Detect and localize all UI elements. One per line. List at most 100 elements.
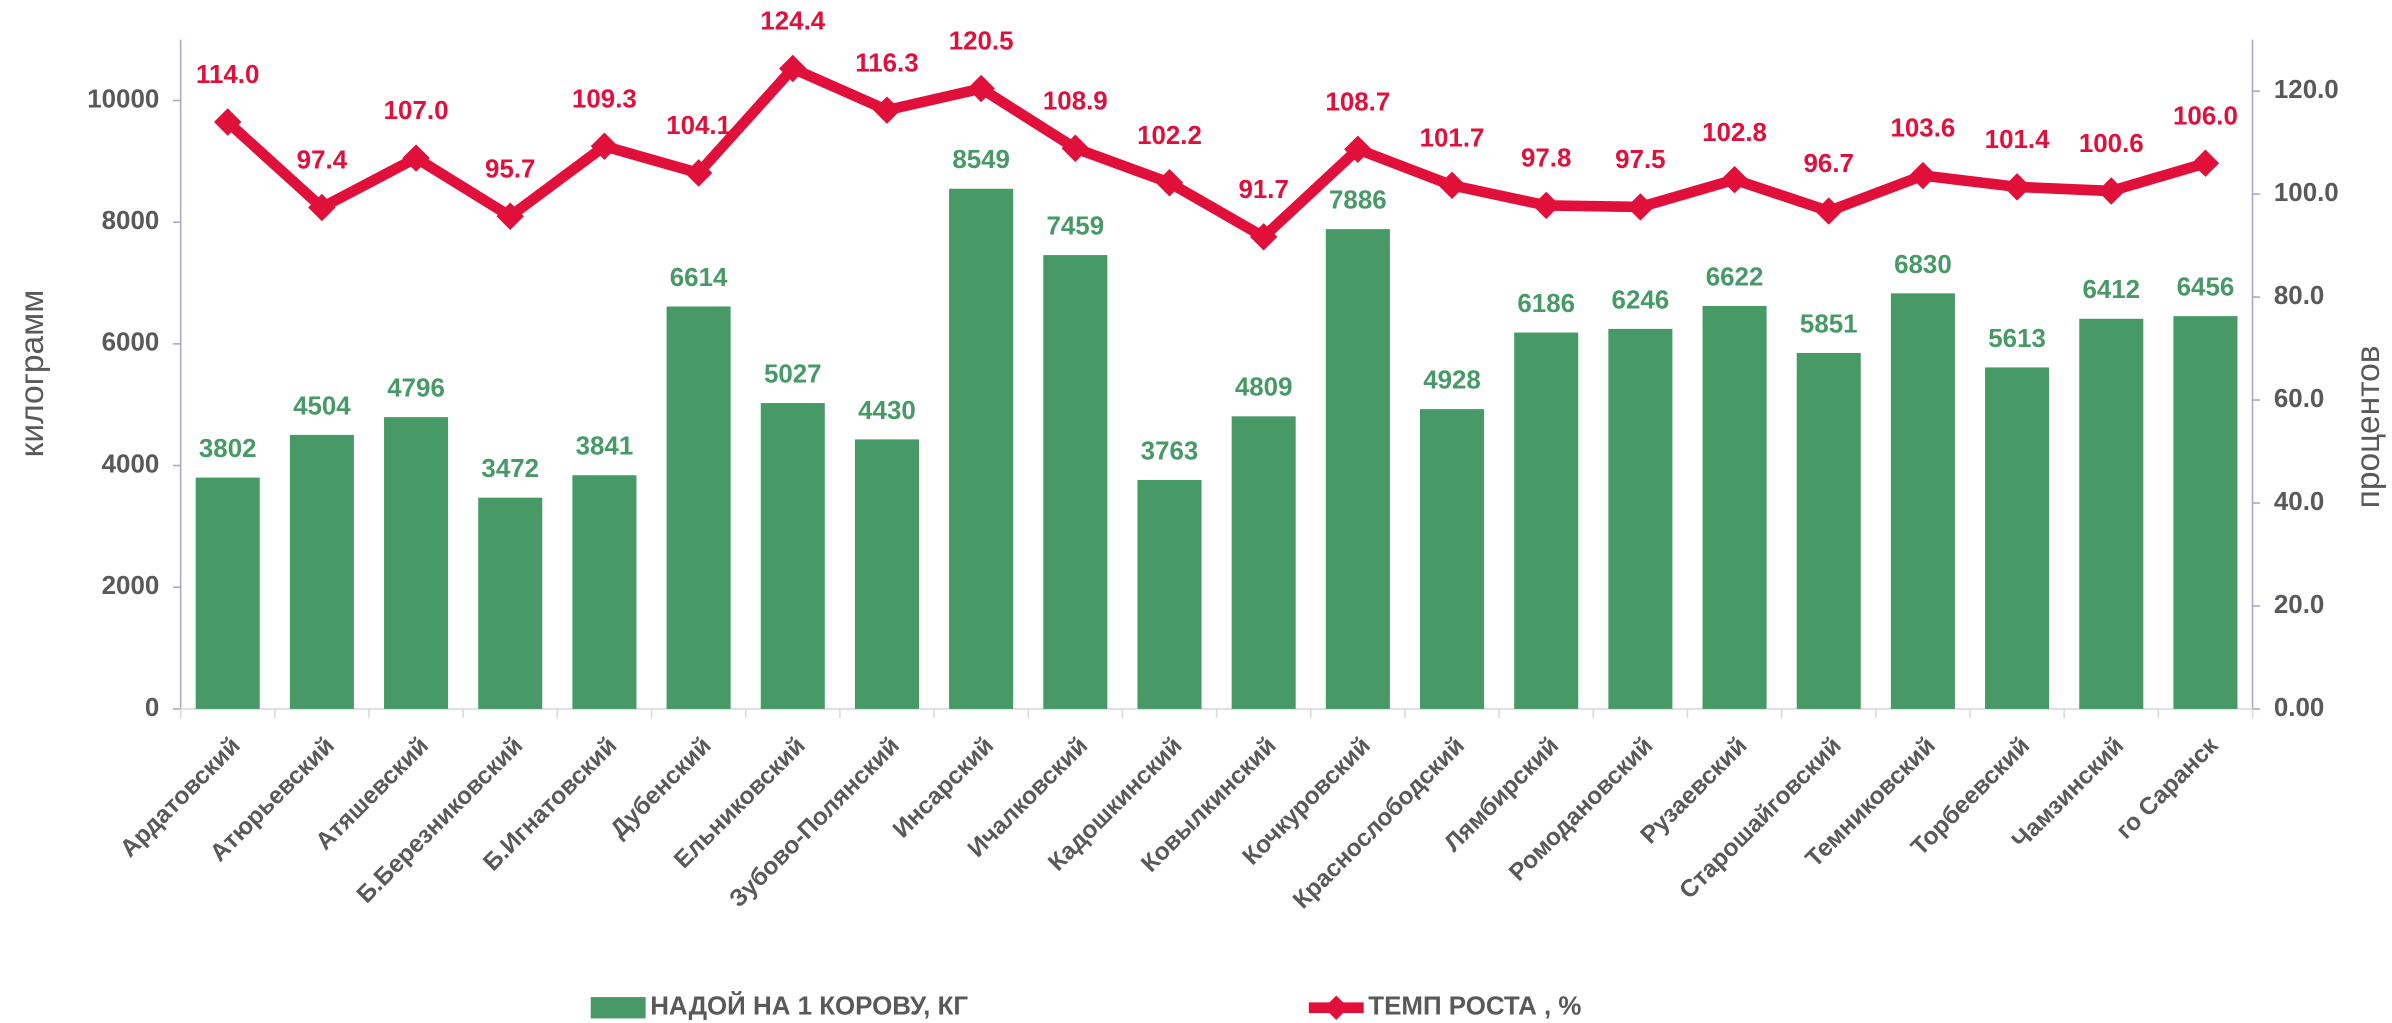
y-tick-label: 6000	[102, 329, 160, 357]
bar-label: 3763	[1141, 437, 1199, 465]
bar	[854, 439, 919, 709]
y-tick-label: 10000	[87, 85, 159, 113]
bar	[2173, 316, 2238, 709]
y-axis-title: килограмм	[14, 290, 51, 458]
line-label: 103.6	[1890, 115, 1955, 143]
legend-label: ТЕМП РОСТА , %	[1368, 993, 1581, 1021]
marker	[2003, 173, 2031, 201]
marker	[496, 202, 524, 230]
bar-label: 4430	[858, 397, 916, 425]
line-label: 109.3	[572, 85, 637, 113]
bar	[2079, 318, 2144, 709]
line-label: 107.0	[384, 97, 449, 125]
bar	[572, 475, 637, 709]
bar	[1514, 332, 1579, 709]
bar-label: 6412	[2082, 276, 2140, 304]
line-label: 124.4	[760, 8, 825, 36]
bar	[666, 306, 731, 709]
line-label: 96.7	[1804, 150, 1854, 178]
bar-label: 3472	[481, 455, 539, 483]
bar	[195, 477, 260, 709]
y-tick-label: 2000	[102, 572, 160, 600]
line-label: 116.3	[855, 49, 918, 77]
line-label: 95.7	[485, 155, 535, 183]
bar-label: 5613	[1988, 325, 2046, 353]
marker	[684, 159, 713, 187]
y2-tick-label: 120.0	[2274, 76, 2339, 104]
marker	[590, 132, 619, 160]
line-label: 108.9	[1043, 87, 1108, 115]
y2-tick-label: 20.0	[2274, 591, 2324, 619]
bar	[1702, 306, 1767, 709]
bar	[760, 403, 825, 709]
marker	[967, 74, 995, 103]
bar-label: 5027	[764, 360, 822, 388]
bar	[384, 417, 449, 709]
marker	[213, 108, 242, 136]
marker	[1815, 197, 1843, 225]
marker	[1438, 171, 1466, 200]
y2-tick-label: 0.00	[2274, 694, 2324, 722]
marker	[402, 144, 430, 172]
bar	[1890, 293, 1955, 709]
line-label: 102.8	[1702, 119, 1767, 147]
bar-label: 6622	[1706, 263, 1764, 291]
bar	[1420, 409, 1485, 709]
y2-tick-label: 60.0	[2274, 385, 2324, 413]
x-tick-label: го Саранск	[2111, 732, 2224, 845]
bar-label: 6614	[670, 264, 728, 292]
marker	[1720, 165, 1749, 194]
bar-label: 8549	[952, 146, 1010, 174]
marker	[1155, 169, 1184, 197]
bar-label: 6186	[1517, 290, 1575, 318]
marker	[2097, 177, 2125, 205]
marker	[873, 96, 901, 124]
y2-tick-label: 80.0	[2274, 282, 2324, 310]
bar-label: 3841	[576, 433, 634, 461]
legend-label: НАДОЙ НА 1 КОРОВУ, КГ	[650, 991, 968, 1021]
bar	[1796, 352, 1861, 709]
line-label: 120.5	[949, 28, 1014, 56]
bar	[1043, 255, 1108, 709]
legend-marker	[1324, 995, 1349, 1020]
bar	[1231, 416, 1296, 709]
line-label: 97.8	[1521, 145, 1571, 173]
bar-label: 6456	[2177, 274, 2235, 302]
y2-tick-label: 100.0	[2274, 179, 2339, 207]
marker	[1344, 135, 1372, 164]
bar	[478, 497, 543, 709]
y2-axis-title: процентов	[2350, 345, 2387, 508]
marker	[1909, 161, 1937, 190]
y-tick-label: 0	[145, 694, 159, 722]
bar-label: 4928	[1423, 366, 1481, 394]
legend-swatch	[590, 997, 646, 1019]
y2-tick-label: 40.0	[2274, 488, 2324, 516]
x-tick-label: Зубово-Полянский	[724, 732, 905, 913]
bar	[1137, 479, 1202, 709]
marker	[308, 193, 336, 222]
bar-label: 6246	[1612, 286, 1670, 314]
bar-label: 4504	[293, 392, 351, 420]
line-label: 97.4	[297, 147, 348, 175]
line-label: 97.5	[1615, 146, 1665, 174]
line-label: 91.7	[1238, 176, 1288, 204]
bar	[1985, 367, 2050, 709]
marker	[779, 54, 807, 83]
marker	[1532, 191, 1560, 220]
bar-label: 4809	[1235, 374, 1293, 402]
line-label: 101.4	[1985, 126, 2050, 154]
y-tick-label: 8000	[102, 207, 160, 235]
bar	[289, 434, 354, 709]
bar-label: 3802	[199, 435, 257, 463]
bar	[1608, 328, 1673, 709]
x-tick-label: Б.Березниковский	[352, 732, 528, 908]
line-label: 102.2	[1137, 122, 1202, 150]
y-tick-label: 4000	[102, 450, 160, 478]
bar-label: 6830	[1894, 251, 1952, 279]
marker	[2191, 149, 2220, 177]
line	[224, 63, 2207, 243]
bar	[1325, 229, 1390, 709]
line-label: 104.1	[666, 112, 731, 140]
